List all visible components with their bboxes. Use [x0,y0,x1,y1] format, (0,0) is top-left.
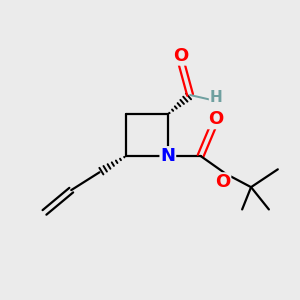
Text: N: N [160,147,175,165]
Text: H: H [210,91,222,106]
Text: O: O [208,110,223,128]
Text: O: O [215,173,230,191]
Text: O: O [174,47,189,65]
